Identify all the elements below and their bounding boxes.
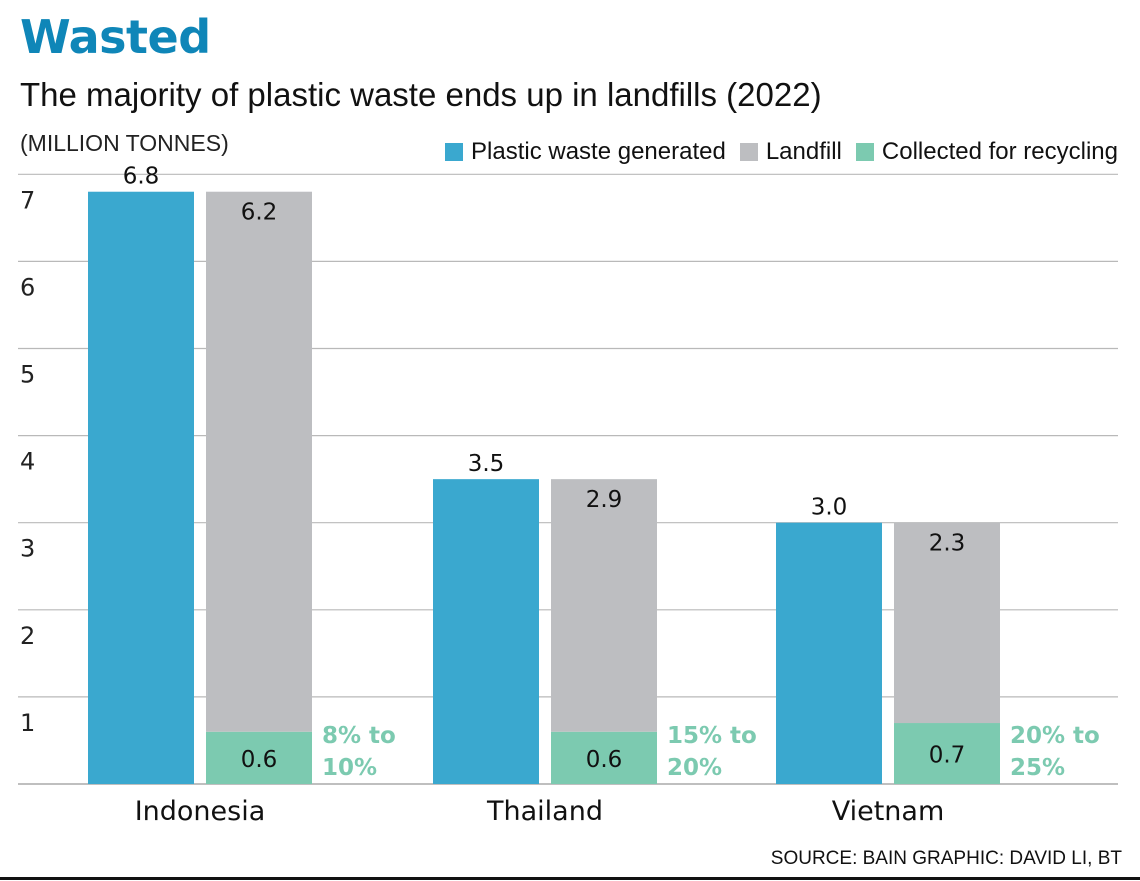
category-label: Vietnam: [832, 796, 945, 827]
bar-recycling: [206, 731, 312, 784]
value-label-generated: 3.5: [468, 451, 505, 477]
y-tick-label: 7: [20, 186, 35, 214]
bar-recycling: [894, 723, 1000, 784]
legend-swatch-generated: [445, 143, 464, 161]
value-label-landfill: 2.3: [929, 531, 966, 557]
y-tick-label: 4: [20, 448, 35, 476]
recycling-rate-annotation: 8% to: [322, 723, 396, 749]
bar-recycling: [551, 731, 657, 784]
chart-subtitle: The majority of plastic waste ends up in…: [20, 76, 822, 113]
category-label: Indonesia: [135, 796, 266, 827]
legend-swatch-landfill: [739, 143, 758, 161]
bar-generated: [88, 191, 194, 785]
legend-swatch-recycling: [855, 143, 874, 161]
bar-landfill: [551, 479, 657, 732]
value-label-recycling: 0.6: [241, 747, 278, 773]
legend-item-recycling: Collected for recycling: [855, 138, 1118, 166]
bar-generated: [433, 479, 539, 784]
y-tick-label: 2: [20, 622, 35, 650]
value-label-generated: 6.8: [123, 164, 160, 190]
y-tick-label: 1: [20, 709, 35, 737]
bar-landfill: [206, 191, 312, 732]
legend-label-generated: Plastic waste generated: [471, 138, 726, 165]
recycling-rate-annotation: 15% to: [667, 723, 757, 749]
bottom-rule: [0, 877, 1140, 880]
legend-label-landfill: Landfill: [765, 138, 842, 165]
value-label-recycling: 0.6: [586, 747, 623, 773]
value-label-recycling: 0.7: [929, 743, 966, 769]
y-tick-label: 6: [20, 273, 35, 301]
recycling-rate-annotation: 20%: [667, 755, 722, 781]
bar-generated: [776, 522, 882, 784]
source-credit: SOURCE: BAIN GRAPHIC: DAVID LI, BT: [770, 848, 1122, 869]
chart-title: Wasted: [20, 10, 211, 64]
recycling-rate-annotation: 25%: [1010, 755, 1065, 781]
category-label: Thailand: [486, 796, 603, 827]
recycling-rate-annotation: 20% to: [1010, 723, 1100, 749]
legend-label-recycling: Collected for recycling: [881, 138, 1118, 165]
legend-item-landfill: Landfill: [739, 138, 842, 166]
value-label-landfill: 6.2: [241, 200, 278, 226]
legend-item-generated: Plastic waste generated: [445, 138, 726, 166]
recycling-rate-annotation: 10%: [322, 755, 377, 781]
y-axis-unit-label: (MILLION TONNES): [20, 130, 229, 156]
value-label-generated: 3.0: [811, 495, 848, 521]
value-label-landfill: 2.9: [586, 487, 623, 513]
legend: Plastic waste generated Landfill Collect…: [445, 138, 1118, 166]
bar-landfill: [894, 522, 1000, 724]
y-tick-label: 3: [20, 535, 35, 563]
y-tick-label: 5: [20, 361, 35, 389]
